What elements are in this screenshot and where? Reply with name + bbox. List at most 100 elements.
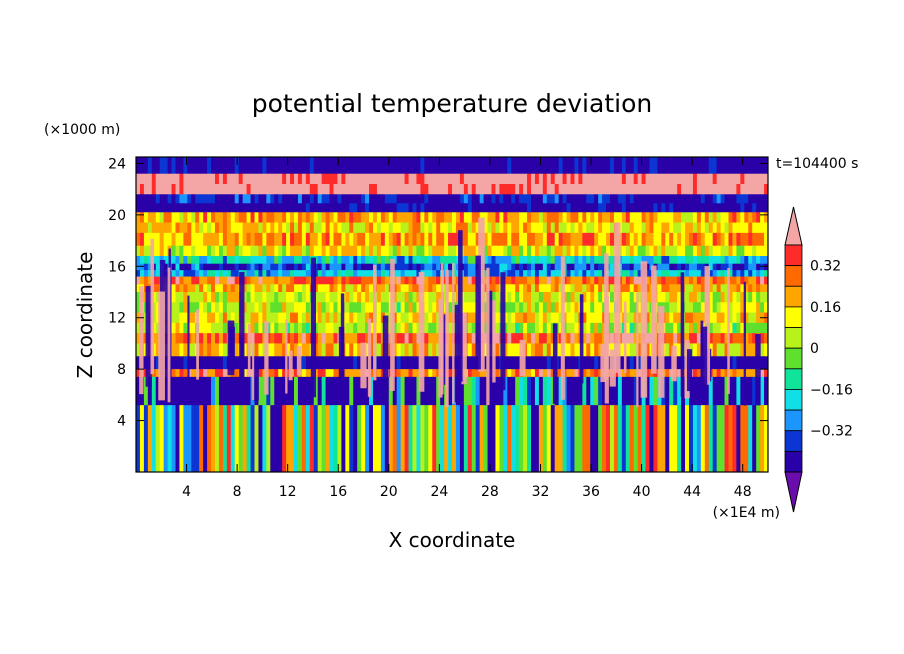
- field-cell: [222, 292, 228, 303]
- field-cell: [720, 369, 725, 378]
- field-cell: [677, 263, 682, 271]
- field-cell: [440, 157, 445, 175]
- x-axis-label: X coordinate: [389, 528, 516, 552]
- field-cell: [752, 369, 757, 378]
- field-cell: [222, 157, 228, 175]
- field-cell: [151, 184, 157, 195]
- field-cell: [700, 245, 706, 257]
- field-cell: [147, 256, 153, 265]
- field-cell: [199, 173, 204, 185]
- field-cell: [211, 322, 216, 334]
- field-cell: [155, 263, 161, 271]
- field-cell: [534, 292, 540, 303]
- field-cell: [428, 312, 433, 324]
- colorbar-segment: [784, 347, 803, 370]
- field-cell: [317, 222, 323, 234]
- field-cell: [155, 276, 161, 285]
- field-cell: [566, 312, 571, 324]
- field-cell: [175, 302, 180, 313]
- field-cell: [708, 292, 714, 303]
- field-cell: [649, 203, 654, 213]
- field-cell: [594, 245, 599, 257]
- field-cell: [396, 173, 402, 185]
- field-cell: [748, 276, 753, 285]
- plume-streak: [253, 363, 259, 401]
- field-cell: [645, 292, 650, 303]
- field-cell: [661, 232, 666, 247]
- field-cell: [400, 194, 405, 204]
- field-cell: [203, 256, 208, 265]
- field-cell: [369, 184, 374, 195]
- chart-title: potential temperature deviation: [252, 89, 652, 118]
- field-cell: [645, 222, 650, 234]
- field-cell: [598, 343, 603, 357]
- field-cell: [471, 270, 477, 277]
- field-cell: [621, 184, 627, 195]
- field-cell: [408, 276, 413, 285]
- field-cell: [554, 292, 560, 303]
- field-cell: [218, 376, 224, 406]
- field-cell: [633, 245, 639, 257]
- field-cell: [637, 245, 642, 257]
- field-cell: [294, 232, 299, 247]
- field-cell: [353, 157, 358, 175]
- field-cell: [610, 222, 615, 234]
- field-cell: [175, 356, 180, 370]
- plume-streak: [609, 349, 616, 387]
- field-cell: [396, 203, 402, 213]
- field-cell: [357, 173, 362, 185]
- field-cell: [752, 212, 757, 223]
- field-cell: [175, 312, 180, 324]
- field-cell: [207, 376, 212, 406]
- field-cell: [527, 312, 532, 324]
- field-cell: [155, 270, 161, 277]
- field-cell: [515, 369, 520, 378]
- field-cell: [420, 157, 425, 175]
- field-cell: [428, 203, 433, 213]
- field-cell: [531, 245, 536, 257]
- field-cell: [708, 312, 714, 324]
- plume-streak: [671, 345, 677, 382]
- field-cell: [369, 302, 374, 313]
- field-cell: [333, 369, 338, 378]
- field-cell: [542, 270, 548, 277]
- field-cell: [764, 263, 768, 271]
- field-cell: [392, 263, 398, 271]
- field-cell: [167, 173, 172, 185]
- field-cell: [744, 222, 749, 234]
- field-cell: [325, 302, 330, 313]
- field-cell: [613, 194, 619, 204]
- field-cell: [641, 405, 646, 472]
- field-cell: [503, 232, 508, 247]
- field-cell: [361, 245, 366, 257]
- field-cell: [475, 222, 481, 234]
- field-cell: [475, 203, 481, 213]
- field-cell: [633, 292, 639, 303]
- field-cell: [203, 245, 208, 257]
- field-cell: [412, 276, 417, 285]
- field-cell: [254, 184, 259, 195]
- field-cell: [183, 276, 188, 285]
- field-cell: [234, 302, 240, 313]
- field-cell: [527, 263, 532, 271]
- field-cell: [527, 184, 532, 195]
- field-cell: [290, 276, 295, 285]
- field-cell: [582, 376, 587, 406]
- field-cell: [637, 184, 642, 195]
- field-cell: [333, 222, 338, 234]
- plume-streak: [196, 309, 199, 380]
- field-cell: [404, 312, 409, 324]
- field-cell: [610, 194, 615, 204]
- field-cell: [301, 343, 307, 357]
- field-cell: [136, 376, 141, 406]
- field-cell: [704, 212, 710, 223]
- field-cell: [590, 302, 595, 313]
- field-cell: [357, 232, 362, 247]
- field-cell: [274, 173, 279, 185]
- field-cell: [365, 276, 370, 285]
- field-cell: [278, 405, 283, 472]
- field-cell: [412, 256, 417, 265]
- field-cell: [203, 184, 208, 195]
- field-cell: [388, 173, 394, 185]
- field-cell: [297, 376, 303, 406]
